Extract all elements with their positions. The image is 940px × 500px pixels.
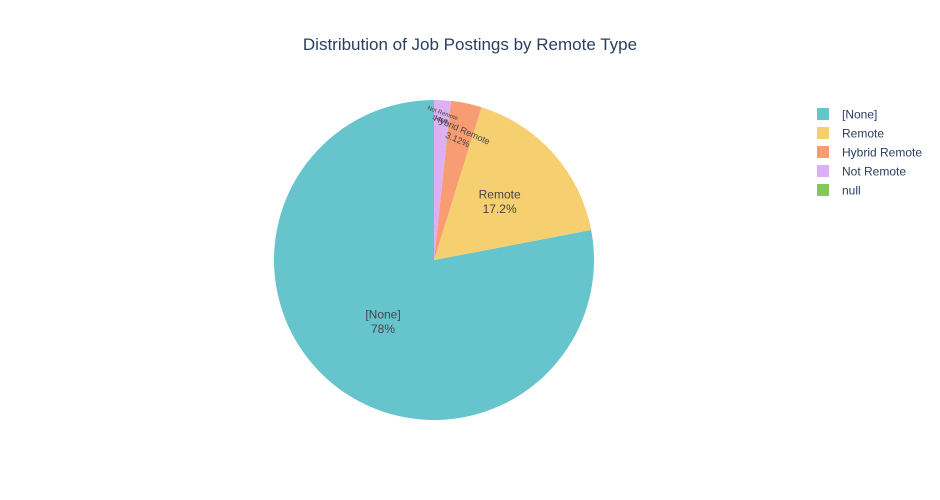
pie-slice-label-none: [None] 78% [365,308,400,336]
legend-swatch-remote [817,127,829,139]
legend-swatch-not-remote [817,165,829,177]
legend-item-none[interactable]: [None] [817,108,877,122]
legend-label-remote: Remote [842,127,884,141]
pie-slice-label-remote: Remote 17.2% [479,187,521,215]
legend-swatch-none [817,108,829,120]
legend-label-null: null [842,184,861,198]
legend-item-not-remote[interactable]: Not Remote [817,165,906,179]
pie-slice-hybrid-remote [434,100,482,260]
pie-slice-remote [434,107,592,260]
legend-swatch-hybrid-remote [817,146,829,158]
chart-title: Distribution of Job Postings by Remote T… [303,35,637,54]
legend-label-none: [None] [842,108,877,122]
legend-swatch-null [817,184,829,196]
legend-label-not-remote: Not Remote [842,165,906,179]
pie-slice-not-remote [434,100,451,260]
legend-item-hybrid-remote[interactable]: Hybrid Remote [817,146,922,160]
legend-item-remote[interactable]: Remote [817,127,884,141]
pie-slices [274,100,594,421]
legend-item-null[interactable]: null [817,184,861,198]
legend-label-hybrid-remote: Hybrid Remote [842,146,922,160]
legend: [None] Remote Hybrid Remote Not Remote null [817,108,922,198]
